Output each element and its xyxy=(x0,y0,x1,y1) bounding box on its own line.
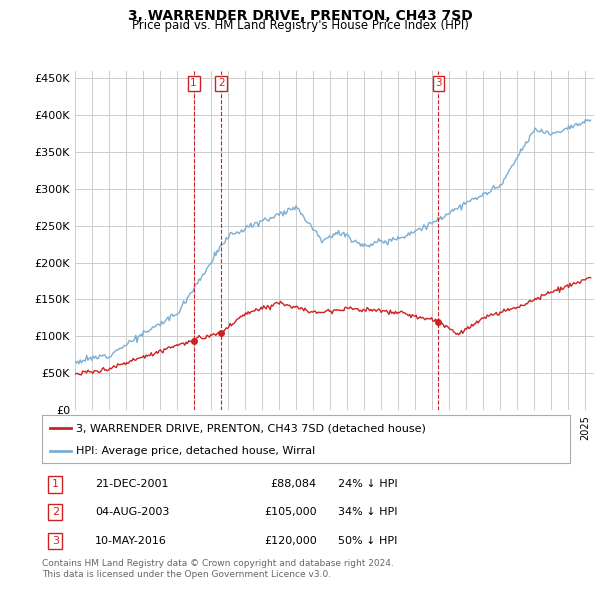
Text: 04-AUG-2003: 04-AUG-2003 xyxy=(95,507,169,517)
Text: 3: 3 xyxy=(435,78,442,88)
Text: 3, WARRENDER DRIVE, PRENTON, CH43 7SD (detached house): 3, WARRENDER DRIVE, PRENTON, CH43 7SD (d… xyxy=(76,423,426,433)
Text: This data is licensed under the Open Government Licence v3.0.: This data is licensed under the Open Gov… xyxy=(42,570,331,579)
Text: £105,000: £105,000 xyxy=(264,507,317,517)
Text: 1: 1 xyxy=(190,78,197,88)
Text: 1: 1 xyxy=(52,479,59,489)
Text: 24% ↓ HPI: 24% ↓ HPI xyxy=(338,479,397,489)
Text: 10-MAY-2016: 10-MAY-2016 xyxy=(95,536,167,546)
Text: 2: 2 xyxy=(218,78,224,88)
Text: £88,084: £88,084 xyxy=(271,479,317,489)
Text: 34% ↓ HPI: 34% ↓ HPI xyxy=(338,507,397,517)
Text: Price paid vs. HM Land Registry's House Price Index (HPI): Price paid vs. HM Land Registry's House … xyxy=(131,19,469,32)
Text: 3, WARRENDER DRIVE, PRENTON, CH43 7SD: 3, WARRENDER DRIVE, PRENTON, CH43 7SD xyxy=(128,9,472,23)
Text: £120,000: £120,000 xyxy=(264,536,317,546)
Text: 2: 2 xyxy=(52,507,59,517)
Text: HPI: Average price, detached house, Wirral: HPI: Average price, detached house, Wirr… xyxy=(76,446,316,456)
Text: 3: 3 xyxy=(52,536,59,546)
Text: Contains HM Land Registry data © Crown copyright and database right 2024.: Contains HM Land Registry data © Crown c… xyxy=(42,559,394,568)
Text: 50% ↓ HPI: 50% ↓ HPI xyxy=(338,536,397,546)
Text: 21-DEC-2001: 21-DEC-2001 xyxy=(95,479,168,489)
